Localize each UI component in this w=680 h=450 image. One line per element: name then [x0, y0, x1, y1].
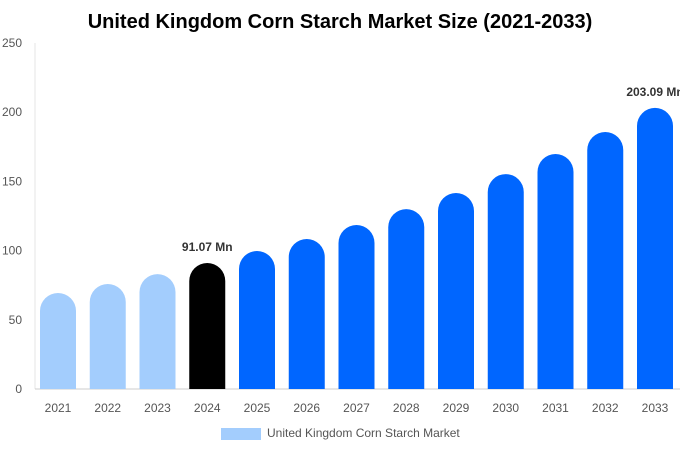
bar-2028: [388, 209, 425, 389]
x-tick-label: 2029: [443, 401, 470, 415]
bar-2023: [139, 274, 176, 389]
data-label-2024: 91.07 Mn: [182, 240, 233, 254]
bar-2026: [288, 238, 325, 389]
legend: United Kingdom Corn Starch Market: [221, 426, 460, 440]
bars: 91.07 Mn 203.09 Mn: [40, 85, 680, 390]
x-tick-label: 2026: [293, 401, 320, 415]
x-tick-label: 2027: [343, 401, 370, 415]
bar-2029: [438, 193, 474, 389]
bar-2022: [89, 283, 126, 389]
x-tick-label: 2028: [393, 401, 420, 415]
chart-title: United Kingdom Corn Starch Market Size (…: [88, 11, 593, 33]
data-label-2033: 203.09 Mn: [626, 85, 680, 99]
x-axis: 2021 2022 2023 2024 2025 2026 2027 2028 2029 2030…: [45, 401, 669, 415]
y-tick-label: 150: [2, 174, 22, 188]
x-tick-label: 2033: [642, 401, 669, 415]
y-tick-label: 100: [2, 244, 22, 258]
bar-2032: [587, 131, 624, 389]
bar-2021: [40, 292, 76, 389]
x-tick-label: 2023: [144, 401, 171, 415]
bar-2030: [487, 174, 524, 389]
x-tick-label: 2031: [542, 401, 569, 415]
bar-2031: [537, 153, 574, 389]
x-tick-label: 2021: [45, 401, 72, 415]
bar-2027: [338, 224, 375, 389]
y-tick-label: 200: [2, 105, 22, 119]
y-tick-label: 250: [2, 36, 22, 50]
x-tick-label: 2032: [592, 401, 619, 415]
x-tick-label: 2024: [194, 401, 221, 415]
bar-2033: [637, 107, 673, 390]
bar-2024: [189, 262, 226, 389]
legend-label: United Kingdom Corn Starch Market: [267, 426, 460, 440]
x-tick-label: 2025: [244, 401, 271, 415]
x-tick-label: 2030: [492, 401, 519, 415]
x-tick-label: 2022: [94, 401, 121, 415]
legend-swatch: [221, 428, 261, 440]
bar-2025: [239, 251, 275, 389]
y-tick-label: 50: [9, 313, 23, 327]
y-tick-label: 0: [15, 382, 22, 396]
